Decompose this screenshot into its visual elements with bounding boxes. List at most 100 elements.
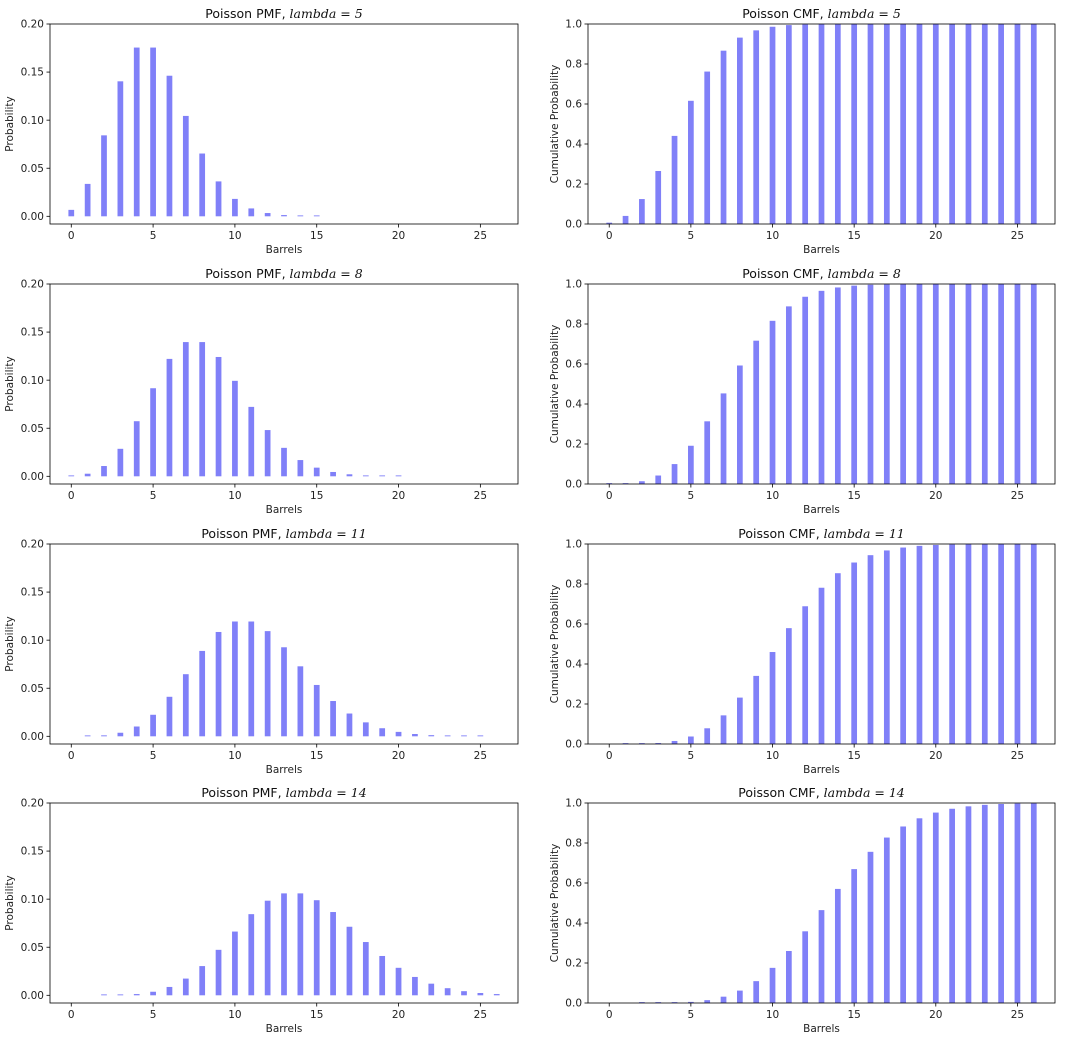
chart-0-ytick-label: 0.20 (21, 19, 44, 31)
chart-6-xtick-label: 0 (68, 1009, 75, 1021)
chart-4-bar (248, 621, 255, 737)
chart-7-title: Poisson CMF, lambda = 14 (738, 785, 905, 800)
chart-2-bar (362, 475, 369, 477)
chart-6-bar (182, 978, 189, 996)
chart-6-xtick-label: 25 (474, 1009, 487, 1021)
chart-4-bar (461, 735, 467, 737)
chart-6-bar (133, 994, 140, 996)
chart-6-title: Poisson PMF, lambda = 14 (201, 785, 366, 800)
chart-2-ytick-label: 0.00 (21, 471, 44, 483)
chart-6: 0 5 10 15 20 25 0.00 0.05 0.10 0.15 0.20 Barrels Pro… (4, 785, 519, 1035)
chart-6-bar (412, 976, 418, 996)
chart-5-bar (704, 728, 711, 744)
chart-1-bar (737, 37, 743, 225)
chart-1-bar (639, 199, 645, 224)
chart-1-ytick-label: 0.0 (565, 219, 582, 231)
chart-7-xlabel: Barrels (803, 1023, 840, 1035)
chart-1-bar (802, 24, 809, 225)
chart-1-ytick-label: 0.8 (565, 59, 582, 71)
chart-5-xtick-label: 20 (929, 750, 942, 762)
chart-5-bar (655, 743, 662, 744)
chart-7-ytick-label: 0.8 (565, 838, 582, 850)
chart-2-bar (68, 475, 75, 477)
chart-1-xtick-label: 0 (606, 230, 613, 242)
chart-7-bar (834, 888, 841, 1003)
chart-7-xtick-label: 20 (929, 1009, 942, 1021)
chart-5-ytick-label: 1.0 (565, 539, 582, 551)
chart-2-bar (182, 342, 189, 477)
chart-5-bar (688, 736, 694, 744)
chart-3-ytick-label: 0.6 (565, 359, 582, 371)
chart-1-bar (867, 24, 874, 224)
chart-1-bar (704, 71, 711, 224)
chart-0-bar (199, 153, 206, 217)
chart-3-bar (671, 464, 678, 484)
chart-1-xlabel: Barrels (803, 244, 840, 256)
chart-6-ytick-label: 0.05 (21, 942, 44, 954)
chart-1-bar (785, 25, 792, 224)
chart-6-bar (493, 994, 500, 996)
chart-0-bar (117, 81, 124, 217)
chart-2-xtick-label: 5 (150, 490, 157, 502)
chart-6-bar (346, 926, 353, 996)
chart-3-bar (769, 320, 776, 484)
chart-7-bar (818, 910, 825, 1003)
chart-4-xtick-label: 25 (474, 750, 487, 762)
chart-0-bar (215, 181, 222, 217)
chart-1-frame (587, 23, 1056, 225)
chart-1-bar (998, 24, 1004, 224)
chart-1-bar (655, 171, 662, 224)
chart-4-bar (264, 631, 271, 737)
chart-7-ytick-label: 0.0 (565, 998, 582, 1010)
chart-5-bar (769, 652, 776, 744)
chart-6-ylabel: Probability (4, 875, 16, 931)
chart-7-bar (900, 826, 907, 1003)
chart-3-bar (1030, 284, 1037, 484)
chart-2-bar (84, 473, 91, 477)
chart-6-bar (264, 900, 271, 996)
chart-3-bar (981, 284, 988, 484)
chart-7-bar (704, 1000, 711, 1003)
chart-1-xtick-label: 10 (766, 230, 779, 242)
chart-3-bar (622, 483, 629, 484)
chart-3-bar (916, 284, 923, 484)
chart-1-bar (622, 215, 629, 224)
chart-2-ytick-label: 0.20 (21, 279, 44, 291)
chart-7-bar (769, 967, 776, 1003)
chart-1-bar (769, 26, 776, 224)
chart-2-xtick-label: 15 (310, 490, 323, 502)
chart-2-bar (379, 475, 386, 477)
chart-3-ytick-label: 0.8 (565, 319, 582, 331)
chart-7-ytick-label: 0.2 (565, 958, 582, 970)
chart-6-xtick-label: 5 (150, 1009, 157, 1021)
chart-3-bar (802, 296, 809, 484)
chart-4-bar (412, 734, 418, 737)
chart-3-bar (639, 481, 645, 484)
chart-7-bar (688, 1001, 694, 1003)
chart-2-bar (232, 380, 238, 477)
chart-0-ylabel: Probability (4, 96, 16, 152)
chart-4-bar (84, 735, 91, 737)
chart-3-bar (753, 340, 760, 484)
chart-2-xtick-label: 25 (474, 490, 487, 502)
chart-6-bar (281, 893, 287, 996)
chart-2-bar (101, 466, 107, 477)
chart-7-bar (671, 1002, 678, 1003)
chart-7-bar (965, 806, 972, 1003)
chart-1-bar (606, 222, 613, 224)
chart-0-xlabel: Barrels (266, 244, 303, 256)
chart-7-bar (802, 931, 809, 1003)
chart-0-ytick-label: 0.15 (21, 67, 44, 79)
chart-1-ytick-label: 0.6 (565, 99, 582, 111)
chart-3-bar (688, 445, 694, 484)
chart-2-ytick-label: 0.05 (21, 423, 44, 435)
chart-5-bar (1014, 544, 1021, 744)
chart-4-ytick-label: 0.05 (21, 683, 44, 695)
chart-5-ytick-label: 0.0 (565, 739, 582, 751)
chart-1-bar (883, 24, 890, 224)
chart-1-bar (688, 100, 694, 224)
chart-6-bar (215, 949, 222, 996)
chart-7-xtick-label: 5 (688, 1009, 695, 1021)
chart-5-bar (981, 544, 988, 744)
